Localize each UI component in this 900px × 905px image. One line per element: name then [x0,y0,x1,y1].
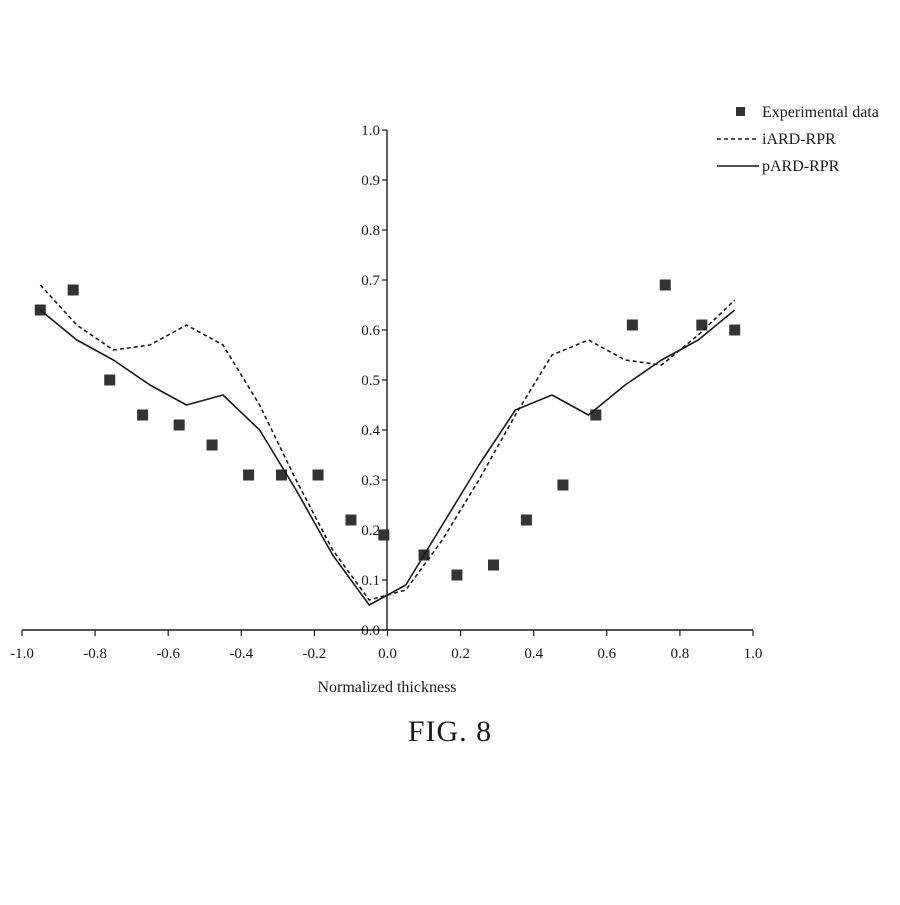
x-axis-label: Normalized thickness [317,679,456,696]
y-tick-label: 0.9 [361,173,380,189]
y-tick-label: 0.2 [361,523,380,539]
y-tick-label: 1.0 [361,123,380,139]
y-tick-label: 0.0 [361,623,380,639]
legend-label: pARD-RPR [762,158,840,175]
data-point [104,374,116,386]
y-tick-label: 0.7 [361,273,380,289]
data-point [345,514,357,526]
x-tick-label: 1.0 [744,646,763,662]
legend-label: iARD-RPR [762,131,836,148]
data-point [312,469,324,481]
y-tick-label: 0.8 [361,223,380,239]
data-point [67,284,79,296]
x-tick-label: 0.4 [524,646,543,662]
axes: -1.0 -0.8 -0.6 -0.4 -0.2 0.0 0.2 0.4 0.6 0.8 1.0 0.… [10,123,762,662]
data-point [276,469,288,481]
legend-swatch [736,107,745,116]
x-tick-label: -1.0 [10,646,34,662]
x-tick-label: 0.0 [378,646,397,662]
x-tick-label: -0.8 [83,646,107,662]
x-tick-label: -0.4 [229,646,253,662]
data-point [520,514,532,526]
x-tick-label: 0.8 [671,646,690,662]
data-point [659,279,671,291]
legend-item: pARD-RPR [717,158,840,175]
series-line [39,309,736,606]
data-point [243,469,255,481]
data-point [487,559,499,571]
x-tick-label: 0.6 [597,646,616,662]
y-tick-label: 0.5 [361,373,380,389]
data-point [34,304,46,316]
x-tick-label: -0.2 [303,646,327,662]
legend-item: iARD-RPR [717,131,836,148]
x-tick-label: 0.2 [451,646,470,662]
series-pard-rpr [39,309,736,606]
data-point [173,419,185,431]
data-point [626,319,638,331]
data-point [451,569,463,581]
series-experimental-data [34,279,741,581]
figure-caption: FIG. 8 [407,715,493,748]
data-point [206,439,218,451]
x-tick-label: -0.6 [156,646,180,662]
data-point [557,479,569,491]
y-tick-label: 0.1 [361,573,380,589]
data-point [729,324,741,336]
y-tick-label: 0.4 [361,423,380,439]
legend: Experimental data iARD-RPR pARD-RPR [717,104,879,175]
data-point [378,529,390,541]
legend-item: Experimental data [736,104,879,121]
series-layer [34,279,741,606]
data-point [137,409,149,421]
y-tick-label: 0.3 [361,473,380,489]
legend-label: Experimental data [762,104,879,121]
data-point [590,409,602,421]
data-point [696,319,708,331]
y-tick-label: 0.6 [361,323,380,339]
